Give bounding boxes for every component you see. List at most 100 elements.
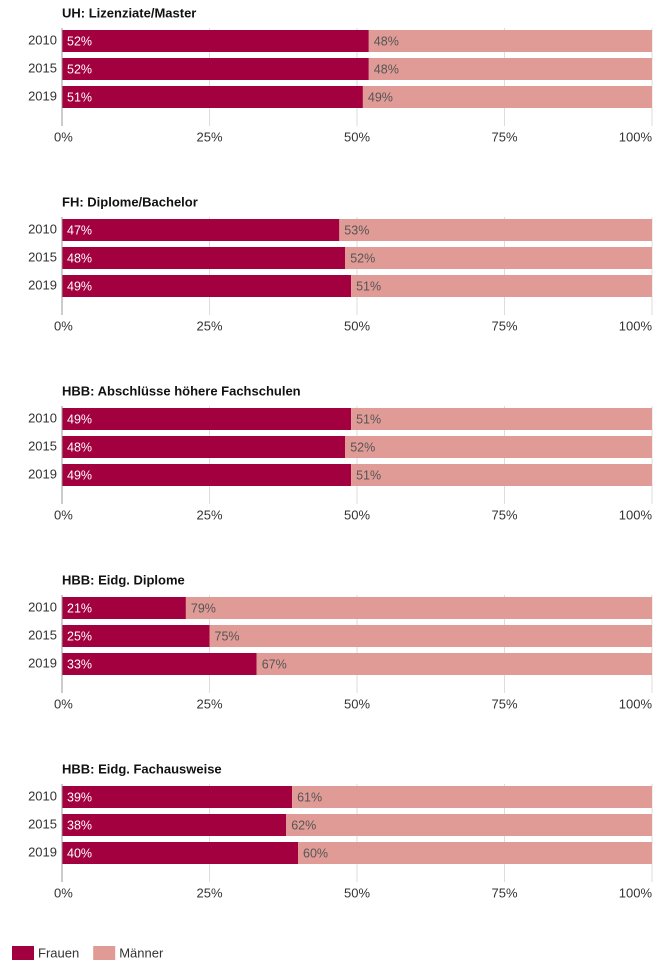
bar-segment [62,275,352,297]
chart-title: UH: Lizenziate/Master [62,5,196,20]
value-label: 48% [374,34,399,48]
y-tick-label: 2019 [28,844,57,859]
value-label: 39% [67,790,92,804]
bar-segment [62,219,340,241]
bar-segment [345,247,652,269]
bar-segment [345,436,652,458]
value-label: 61% [297,790,322,804]
bar-segment [62,653,257,675]
bar-segment [62,464,352,486]
x-tick-label: 75% [491,507,517,522]
value-label: 51% [356,468,381,482]
y-tick-label: 2010 [28,410,57,425]
bar-segment [62,625,210,647]
bar-segment [351,408,652,430]
bar-segment [368,58,652,80]
bar-segment [62,814,287,836]
bar-segment [209,625,652,647]
value-label: 75% [215,629,240,643]
x-tick-label: 0% [54,507,73,522]
x-tick-label: 100% [619,507,653,522]
value-label: 49% [67,279,92,293]
value-label: 21% [67,601,92,615]
chart-title: HBB: Eidg. Fachausweise [62,761,222,776]
bar-segment [62,597,186,619]
bar-segment [185,597,652,619]
y-tick-label: 2019 [28,655,57,670]
x-tick-label: 25% [196,696,222,711]
x-tick-label: 75% [491,885,517,900]
x-tick-label: 50% [344,885,370,900]
bar-segment [362,86,652,108]
x-tick-label: 0% [54,696,73,711]
bar-segment [62,842,298,864]
x-tick-label: 25% [196,318,222,333]
legend-swatch [12,946,34,960]
y-tick-label: 2019 [28,466,57,481]
y-tick-label: 2019 [28,88,57,103]
x-tick-label: 0% [54,129,73,144]
value-label: 79% [191,601,216,615]
y-tick-label: 2015 [28,60,57,75]
value-label: 62% [291,818,316,832]
value-label: 52% [67,62,92,76]
y-tick-label: 2015 [28,249,57,264]
y-tick-label: 2010 [28,599,57,614]
bar-segment [292,786,652,808]
bar-segment [368,30,652,52]
bar-segment [62,86,363,108]
chart-title: HBB: Abschlüsse höhere Fachschulen [62,383,301,398]
x-tick-label: 75% [491,696,517,711]
y-tick-label: 2015 [28,438,57,453]
value-label: 53% [344,223,369,237]
value-label: 48% [67,251,92,265]
y-tick-label: 2010 [28,221,57,236]
value-label: 67% [262,657,287,671]
bar-segment [62,30,369,52]
x-tick-label: 100% [619,318,653,333]
x-tick-label: 75% [491,129,517,144]
bar-segment [351,464,652,486]
value-label: 51% [67,90,92,104]
value-label: 47% [67,223,92,237]
bar-segment [62,436,346,458]
value-label: 51% [356,412,381,426]
bar-segment [62,247,346,269]
value-label: 40% [67,846,92,860]
x-tick-label: 25% [196,507,222,522]
value-label: 52% [350,251,375,265]
value-label: 38% [67,818,92,832]
legend-label: Männer [119,945,164,960]
x-tick-label: 100% [619,129,653,144]
y-tick-label: 2010 [28,32,57,47]
x-tick-label: 75% [491,318,517,333]
x-tick-label: 25% [196,885,222,900]
y-tick-label: 2015 [28,816,57,831]
value-label: 49% [67,468,92,482]
value-label: 52% [350,440,375,454]
y-tick-label: 2019 [28,277,57,292]
bar-segment [286,814,652,836]
bar-segment [298,842,652,864]
value-label: 52% [67,34,92,48]
legend-swatch [93,946,116,960]
value-label: 48% [67,440,92,454]
x-tick-label: 100% [619,885,653,900]
value-label: 33% [67,657,92,671]
value-label: 51% [356,279,381,293]
x-tick-label: 50% [344,696,370,711]
x-tick-label: 50% [344,507,370,522]
x-tick-label: 100% [619,696,653,711]
bar-segment [256,653,652,675]
chart-title: FH: Diplome/Bachelor [62,194,198,209]
y-tick-label: 2015 [28,627,57,642]
chart-title: HBB: Eidg. Diplome [62,572,185,587]
bar-segment [62,786,293,808]
x-tick-label: 0% [54,885,73,900]
value-label: 60% [303,846,328,860]
x-tick-label: 50% [344,129,370,144]
y-tick-label: 2010 [28,788,57,803]
bar-segment [351,275,652,297]
value-label: 25% [67,629,92,643]
x-tick-label: 50% [344,318,370,333]
